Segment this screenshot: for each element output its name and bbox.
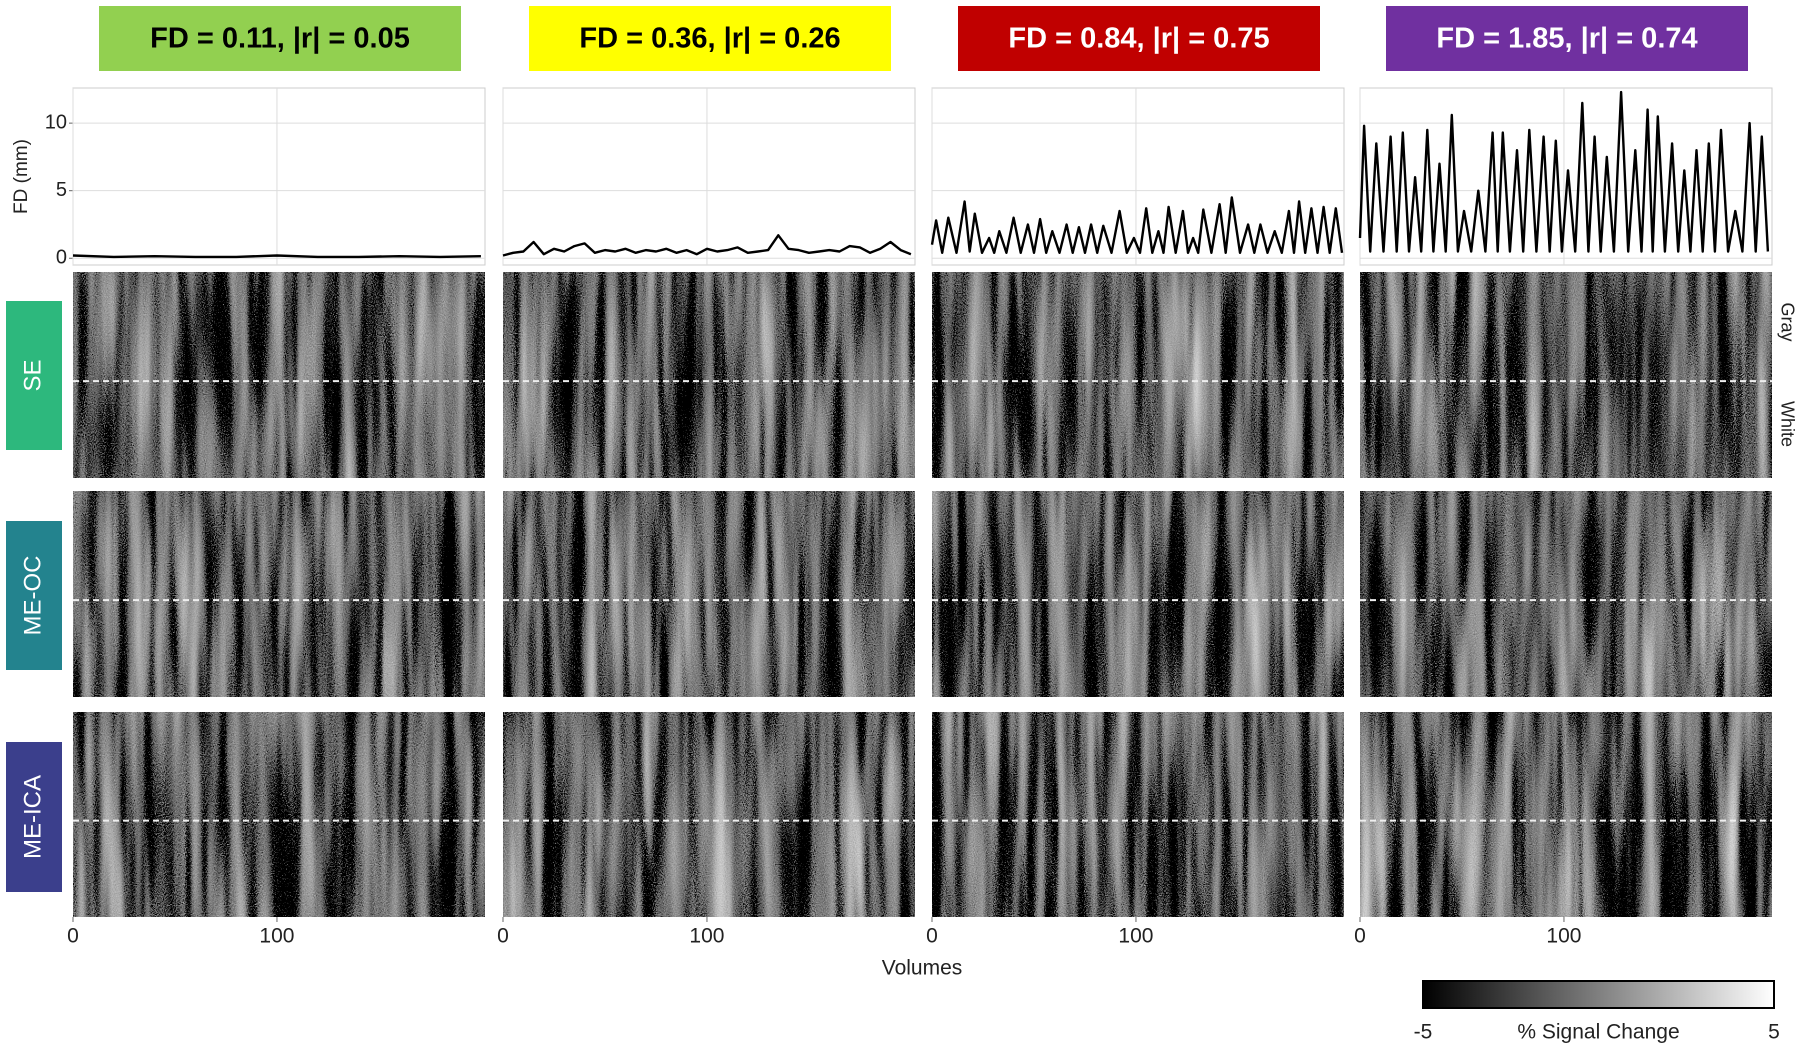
carpet-plot bbox=[503, 712, 915, 917]
carpet-plot bbox=[73, 272, 485, 478]
fd-line bbox=[502, 234, 912, 257]
fd-line bbox=[930, 196, 1344, 254]
row-label: ME-ICA bbox=[19, 775, 46, 859]
x-tick-label: 0 bbox=[497, 925, 509, 948]
panel-title: FD = 0.36, |r| = 0.26 bbox=[579, 23, 840, 55]
x-tick-label: 0 bbox=[67, 925, 79, 948]
carpet-plot bbox=[503, 491, 915, 697]
row-label: ME-OC bbox=[19, 556, 46, 636]
fd-line bbox=[72, 254, 481, 259]
carpet-plot bbox=[73, 712, 485, 917]
row-label-box bbox=[6, 301, 62, 450]
x-axis-label: Volumes bbox=[882, 957, 963, 980]
colorbar-tick-label: -5 bbox=[1414, 1021, 1433, 1044]
row-label: SE bbox=[19, 359, 46, 391]
panel-title: FD = 0.11, |r| = 0.05 bbox=[150, 23, 410, 55]
carpet-plot bbox=[1360, 712, 1772, 917]
carpet-plot bbox=[932, 491, 1344, 697]
plot-frame bbox=[931, 87, 1345, 266]
colorbar-tick-label: 5 bbox=[1768, 1021, 1780, 1044]
x-tick-label: 100 bbox=[1546, 925, 1581, 948]
carpet-plot bbox=[73, 491, 485, 697]
carpet-plot bbox=[932, 272, 1344, 478]
row-label-box bbox=[6, 742, 62, 892]
x-tick-label: 100 bbox=[1118, 925, 1153, 948]
x-tick-label: 0 bbox=[926, 925, 938, 948]
panel-title: FD = 0.84, |r| = 0.75 bbox=[1008, 23, 1269, 55]
y-tick-label: 5 bbox=[56, 179, 67, 201]
x-tick-label: 100 bbox=[259, 925, 294, 948]
tissue-label: Gray bbox=[1777, 302, 1797, 341]
colorbar-label: % Signal Change bbox=[1517, 1021, 1679, 1044]
title-box bbox=[958, 6, 1320, 71]
fd-line bbox=[1358, 90, 1770, 253]
x-tick-label: 100 bbox=[689, 925, 724, 948]
carpet-plot bbox=[1360, 491, 1772, 697]
plot-frame bbox=[502, 87, 916, 266]
carpet-plot bbox=[503, 272, 915, 478]
row-label-box bbox=[6, 521, 62, 670]
carpet-plot bbox=[932, 712, 1344, 917]
carpet-plot bbox=[1360, 272, 1772, 478]
y-axis-label: FD (mm) bbox=[11, 139, 32, 214]
y-tick-label: 0 bbox=[56, 247, 67, 269]
y-tick-label: 10 bbox=[45, 111, 67, 133]
plot-frame bbox=[72, 87, 486, 266]
panel-title: FD = 1.85, |r| = 0.74 bbox=[1436, 23, 1697, 55]
colorbar bbox=[1422, 980, 1775, 1009]
title-box bbox=[1386, 6, 1748, 71]
title-box bbox=[529, 6, 891, 71]
tissue-label: White bbox=[1777, 401, 1797, 447]
x-tick-label: 0 bbox=[1354, 925, 1366, 948]
title-box bbox=[99, 6, 461, 71]
